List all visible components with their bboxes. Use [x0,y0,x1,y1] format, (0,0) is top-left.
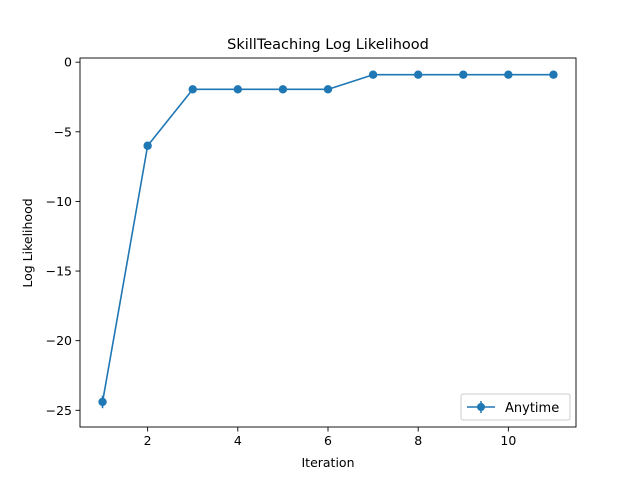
y-tick-label: −15 [46,264,72,279]
x-axis-label: Iteration [301,455,354,470]
data-point [233,85,243,94]
y-axis-label: Log Likelihood [20,198,35,287]
legend-box [460,393,571,421]
data-point [504,70,513,79]
chart-title: SkillTeaching Log Likelihood [227,37,429,53]
data-point [413,70,423,79]
plot-area: 2 4 6 8 10 0 −5 −10 −15 −20 −25 [46,55,577,448]
data-point [459,70,468,79]
data-point [143,141,152,150]
axes-frame [79,57,577,428]
legend-marker [477,403,485,411]
x-tick-label: 8 [414,433,422,448]
x-tick-label: 4 [234,433,242,448]
x-tick-label: 6 [324,433,332,448]
y-tick-label: −5 [54,124,72,139]
y-tick-label: 0 [64,55,72,70]
y-tick-label: −25 [46,403,72,418]
data-point [188,85,197,94]
y-tick-label: −20 [46,333,72,348]
data-point [278,85,288,94]
data-point [98,397,107,407]
data-point [368,70,378,79]
data-point [323,85,333,94]
legend: Anytime [460,393,571,421]
x-tick-label: 10 [500,433,516,448]
legend-label: Anytime [505,401,559,416]
y-tick-label: −10 [46,194,72,209]
x-tick-label: 2 [144,433,152,448]
data-point [549,70,558,79]
